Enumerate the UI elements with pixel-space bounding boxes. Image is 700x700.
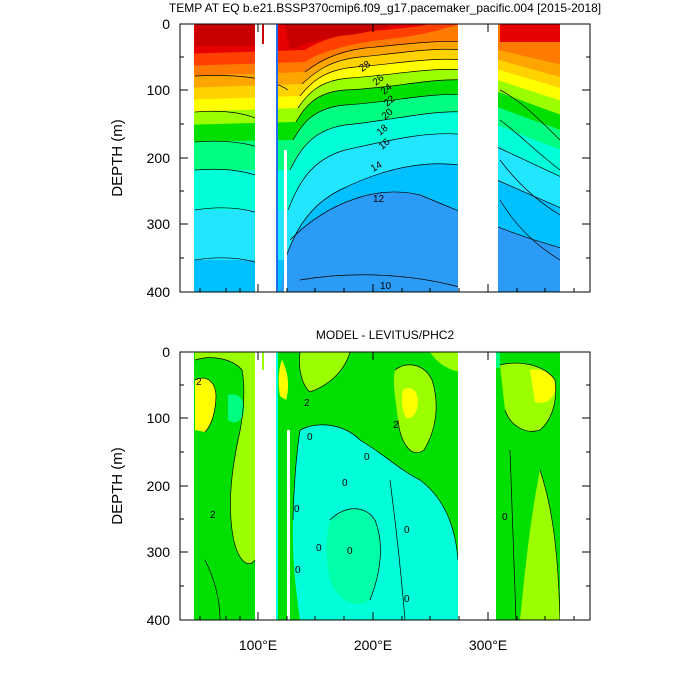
x-tick-label: 300°E: [469, 637, 507, 653]
diff-contour-label: 0: [502, 512, 508, 523]
diff-contour-label: 2: [393, 420, 399, 431]
diff-contour-label: 0: [295, 565, 301, 576]
diff-contour-label: 0: [294, 504, 300, 515]
y-tick-label: 0: [162, 16, 170, 32]
temp-y-tick-labels: 0 100 200 300 400: [147, 16, 171, 300]
temp-panel: TEMP AT EQ b.e21.BSSP370cmip6.f09_g17.pa…: [109, 1, 601, 300]
y-tick-label: 400: [147, 284, 171, 300]
y-tick-label: 200: [147, 478, 171, 494]
x-tick-label: 100°E: [239, 637, 277, 653]
diff-contour-labels: 2 2 2 2 0 0 0 0 0 0 0 0 0 0: [196, 377, 508, 605]
diff-y-axis-label: DEPTH (m): [109, 447, 126, 525]
temp-y-axis-label: DEPTH (m): [109, 119, 126, 197]
temp-contour-label: 10: [380, 281, 392, 292]
diff-contour-label: 0: [364, 452, 370, 463]
diff-field: 2 2 2 2 0 0 0 0 0 0 0 0 0 0: [180, 352, 590, 620]
diff-contour-label: 0: [404, 594, 410, 605]
temp-ticks: [180, 23, 590, 293]
diff-contour-label: 2: [210, 510, 216, 521]
diff-contour-label: 2: [304, 398, 310, 409]
diff-contour-label: 0: [404, 525, 410, 536]
y-tick-label: 100: [147, 410, 171, 426]
temp-field: 28 26 24 22 20 18 16 14 12 10: [180, 24, 590, 292]
diff-panel: MODEL - LEVITUS/PHC2: [109, 328, 591, 653]
diff-ticks: [180, 351, 590, 621]
diff-x-tick-labels: 100°E 200°E 300°E: [239, 637, 507, 653]
temp-contour-label: 12: [373, 194, 385, 205]
diff-land-mask: [180, 352, 590, 620]
diff-contour-label: 0: [342, 478, 348, 489]
y-tick-label: 200: [147, 150, 171, 166]
diff-contour-label: 0: [347, 546, 353, 557]
y-tick-label: 300: [147, 544, 171, 560]
y-tick-label: 300: [147, 216, 171, 232]
x-tick-label: 200°E: [354, 637, 392, 653]
diff-contour-label: 0: [307, 432, 313, 443]
y-tick-label: 0: [162, 344, 170, 360]
diff-contour-label: 0: [316, 543, 322, 554]
temp-panel-title: TEMP AT EQ b.e21.BSSP370cmip6.f09_g17.pa…: [169, 1, 601, 15]
diff-contour-label: 2: [196, 377, 202, 388]
temp-contour-label: 14: [369, 159, 385, 174]
diff-panel-title: MODEL - LEVITUS/PHC2: [316, 328, 455, 342]
y-tick-label: 400: [147, 612, 171, 628]
diff-y-tick-labels: 0 100 200 300 400: [147, 344, 171, 628]
y-tick-label: 100: [147, 82, 171, 98]
